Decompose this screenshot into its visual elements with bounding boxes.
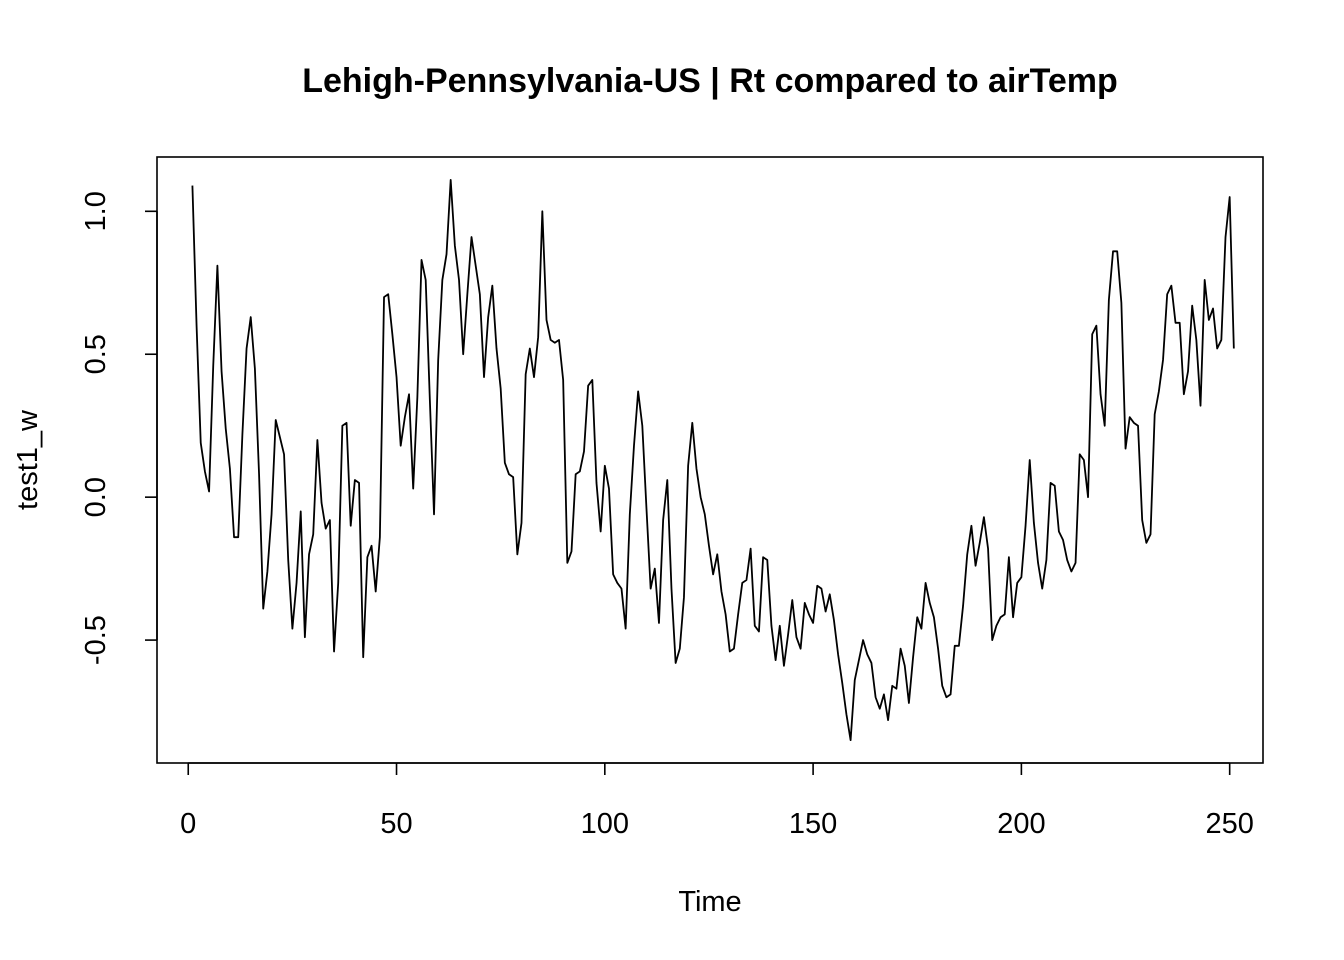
y-axis: -0.5 0.0 0.5 1.0 <box>80 191 158 665</box>
plot-frame <box>156 156 1264 764</box>
chart-title: Lehigh-Pennsylvania-US | Rt compared to … <box>302 62 1118 100</box>
x-tick-label: 100 <box>581 808 629 840</box>
x-tick-label: 200 <box>997 808 1045 840</box>
x-axis: 0 50 100 150 200 250 <box>180 762 1254 840</box>
x-tick-label: 0 <box>180 808 196 840</box>
y-axis-label: test1_w <box>12 409 44 510</box>
y-tick-label: 0.0 <box>80 477 112 517</box>
x-tick-label: 250 <box>1205 808 1253 840</box>
series-line-test1-w <box>191 178 1235 742</box>
y-tick-label: 1.0 <box>80 191 112 231</box>
x-tick-label: 50 <box>380 808 412 840</box>
y-tick-label: 0.5 <box>80 334 112 374</box>
y-tick-label: -0.5 <box>80 615 112 665</box>
x-axis-label: Time <box>678 886 741 918</box>
x-tick-label: 150 <box>789 808 837 840</box>
